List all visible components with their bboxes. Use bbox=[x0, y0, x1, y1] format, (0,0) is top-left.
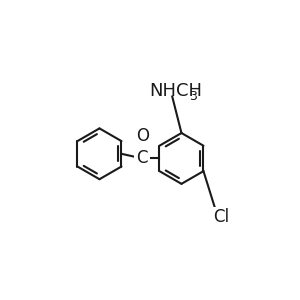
Text: C: C bbox=[136, 149, 148, 167]
Text: NHCH: NHCH bbox=[149, 82, 202, 100]
Text: O: O bbox=[136, 128, 149, 146]
Text: 3: 3 bbox=[189, 90, 197, 103]
Text: Cl: Cl bbox=[213, 208, 229, 226]
